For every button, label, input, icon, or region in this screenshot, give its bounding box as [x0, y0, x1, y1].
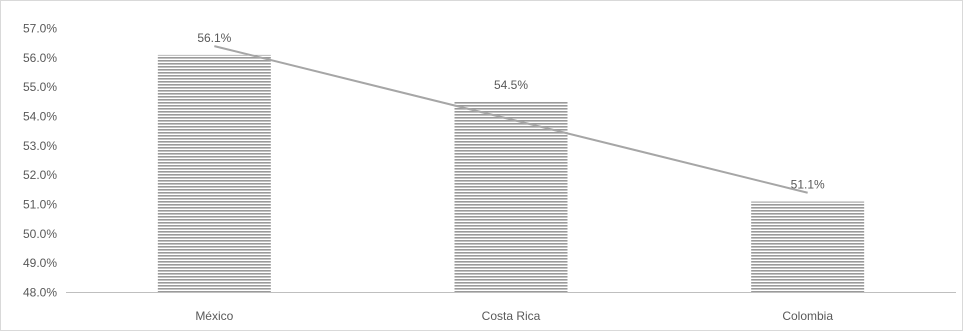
data-labels-group: 56.1% 54.5% 51.1%: [197, 31, 825, 192]
y-tick-label: 51.0%: [23, 198, 57, 212]
y-tick-label: 49.0%: [23, 256, 57, 270]
bar-costa-rica: [454, 101, 568, 293]
y-tick-label: 56.0%: [23, 51, 57, 65]
y-tick-label: 52.0%: [23, 168, 57, 182]
data-label: 51.1%: [791, 178, 825, 192]
data-label: 56.1%: [197, 31, 231, 45]
x-tick-label: Colombia: [782, 309, 833, 323]
y-tick-label: 48.0%: [23, 286, 57, 300]
y-tick-label: 54.0%: [23, 110, 57, 124]
bar-colombia: [751, 201, 865, 293]
y-axis-tick-labels: 48.0% 49.0% 50.0% 51.0% 52.0% 53.0% 54.0% 55.0%…: [23, 22, 57, 300]
x-tick-label: Costa Rica: [482, 309, 541, 323]
data-label: 54.5%: [494, 78, 528, 92]
x-tick-label: México: [195, 309, 233, 323]
trendline: [214, 45, 808, 194]
y-tick-label: 55.0%: [23, 80, 57, 94]
y-tick-label: 53.0%: [23, 139, 57, 153]
y-tick-label: 57.0%: [23, 22, 57, 36]
x-axis-tick-labels: México Costa Rica Colombia: [195, 309, 833, 323]
y-tick-label: 50.0%: [23, 227, 57, 241]
bars-group: [157, 54, 865, 293]
bar-m-xico: [157, 54, 271, 293]
